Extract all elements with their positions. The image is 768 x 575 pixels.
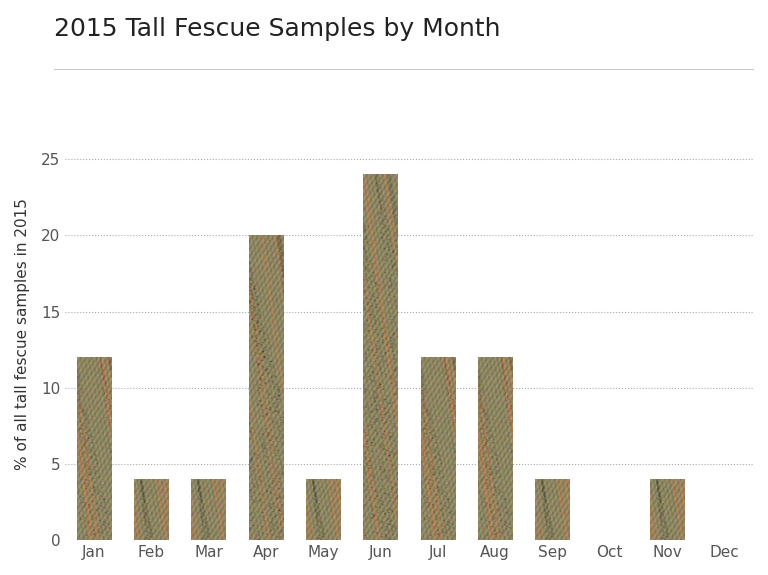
Bar (535, 479, 570, 540)
Bar (478, 357, 512, 540)
Bar (77, 357, 111, 540)
Bar (249, 235, 283, 540)
Bar (306, 479, 340, 540)
Bar (134, 479, 168, 540)
Bar (191, 479, 226, 540)
Y-axis label: % of all tall fescue samples in 2015: % of all tall fescue samples in 2015 (15, 198, 30, 470)
Bar (421, 357, 455, 540)
Text: 2015 Tall Fescue Samples by Month: 2015 Tall Fescue Samples by Month (54, 17, 500, 41)
Bar (650, 479, 684, 540)
Bar (363, 174, 398, 540)
